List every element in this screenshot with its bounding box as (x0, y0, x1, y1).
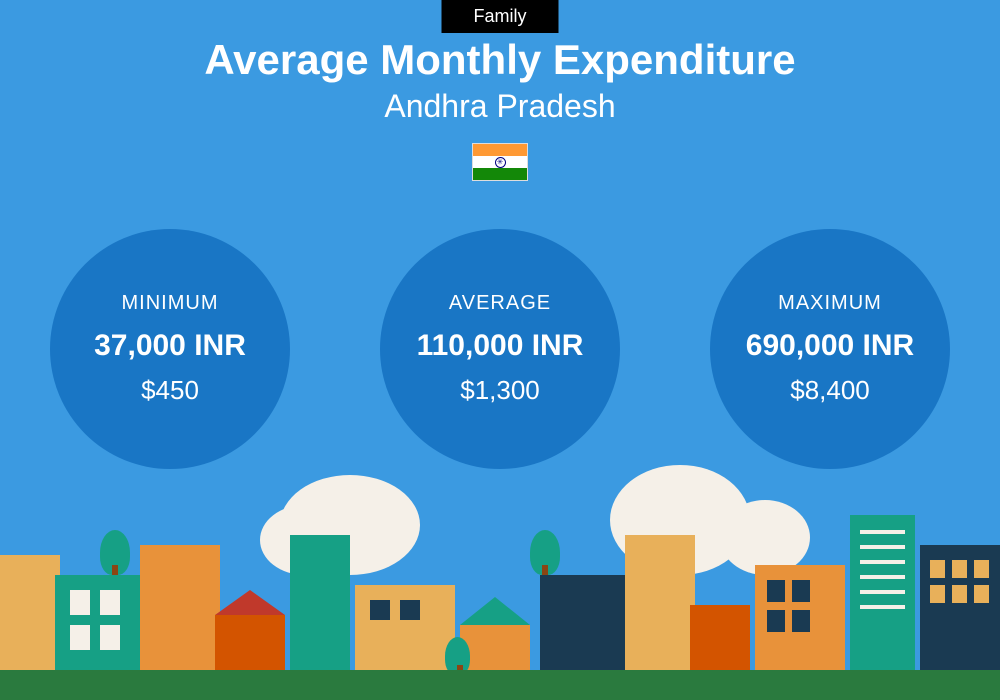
stat-value-usd: $450 (141, 375, 199, 406)
building-shape (920, 545, 1000, 675)
building-shape (140, 545, 220, 675)
stat-value-usd: $8,400 (790, 375, 870, 406)
stat-label: AVERAGE (449, 292, 551, 315)
house-shape (460, 625, 530, 675)
stat-circle-average: AVERAGE 110,000 INR $1,300 (380, 229, 620, 469)
flag-green-stripe (473, 168, 527, 180)
stat-circle-maximum: MAXIMUM 690,000 INR $8,400 (710, 229, 950, 469)
tree-shape (100, 530, 130, 575)
stats-container: MINIMUM 37,000 INR $450 AVERAGE 110,000 … (0, 229, 1000, 469)
stat-label: MINIMUM (122, 292, 219, 315)
flag-white-stripe (473, 156, 527, 168)
cityscape-illustration (0, 480, 1000, 700)
stat-label: MAXIMUM (778, 292, 882, 315)
building-shape (355, 585, 455, 675)
flag-saffron-stripe (473, 144, 527, 156)
india-flag-icon (472, 143, 528, 181)
category-badge: Family (442, 0, 559, 33)
stat-value-usd: $1,300 (460, 375, 540, 406)
house-shape (215, 615, 285, 675)
badge-label: Family (474, 6, 527, 26)
building-shape (755, 565, 845, 675)
page-subtitle: Andhra Pradesh (0, 88, 1000, 125)
ashoka-chakra-icon (495, 157, 506, 168)
ground-shape (0, 670, 1000, 700)
building-shape (625, 535, 695, 675)
building-shape (290, 535, 350, 675)
stat-circle-minimum: MINIMUM 37,000 INR $450 (50, 229, 290, 469)
building-shape (540, 575, 630, 675)
building-shape (850, 515, 915, 675)
stat-value-inr: 37,000 INR (94, 329, 246, 363)
page-title: Average Monthly Expenditure (0, 36, 1000, 84)
tree-shape (530, 530, 560, 575)
building-shape (690, 605, 750, 675)
building-shape (0, 555, 60, 675)
cloud-shape (720, 500, 810, 575)
stat-value-inr: 110,000 INR (417, 329, 584, 363)
stat-value-inr: 690,000 INR (746, 329, 914, 363)
